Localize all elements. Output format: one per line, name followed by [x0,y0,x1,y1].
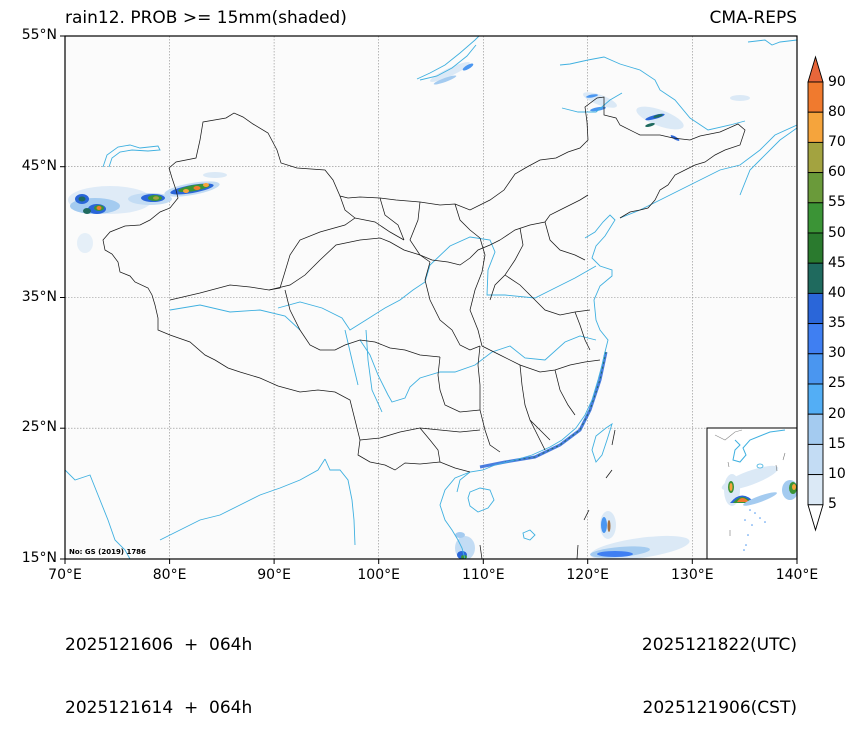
init-time-cst: 2025121614 + 064h [65,698,253,718]
axis-ticks [60,35,798,564]
colorbar-label-40: 40 [828,285,846,301]
valid-time-utc: 2025121822(UTC) [641,635,797,655]
xtick-80e: 80°E [152,567,187,583]
xtick-100e: 100°E [357,567,400,583]
xtick-90e: 90°E [257,567,291,583]
colorbar-label-20: 20 [828,406,846,422]
colorbar-label-80: 80 [828,104,846,120]
ytick-15n: 15°N [21,550,57,566]
colorbar-label-10: 10 [828,466,846,482]
colorbar-label-30: 30 [828,345,846,361]
xtick-120e: 120°E [566,567,609,583]
ytick-25n: 25°N [21,419,57,435]
colorbar [807,55,824,532]
init-time-utc: 2025121606 + 064h [65,635,253,655]
map-canvas [60,35,824,564]
colorbar-label-35: 35 [828,315,846,331]
ytick-35n: 35°N [21,289,57,305]
xtick-110e: 110°E [462,567,505,583]
borders [102,96,746,559]
model-name: CMA-REPS [709,8,797,28]
ytick-55n: 55°N [21,27,57,43]
chart-title: rain12. PROB >= 15mm(shaded) [65,8,347,28]
coastlines-rivers [65,36,797,559]
inset-content [714,429,797,551]
colorbar-label-45: 45 [828,255,846,271]
colorbar-label-90: 90 [828,74,846,90]
ytick-45n: 45°N [21,158,57,174]
precip-shading [68,62,750,559]
valid-time-cst: 2025121906(CST) [642,698,797,718]
colorbar-label-70: 70 [828,134,846,150]
colorbar-label-60: 60 [828,164,846,180]
colorbar-label-5: 5 [828,496,837,512]
valid-time-block: 2025121822(UTC) 2025121906(CST) [642,593,797,740]
colorbar-label-25: 25 [828,375,846,391]
xtick-70e: 70°E [48,567,82,583]
init-time-block: 2025121606 + 064h 2025121614 + 064h [65,593,252,740]
south-china-sea-inset [706,427,798,560]
colorbar-label-15: 15 [828,436,846,452]
xtick-140e: 140°E [775,567,819,583]
gridlines [65,36,797,559]
colorbar-label-55: 55 [828,194,846,210]
xtick-130e: 130°E [671,567,714,583]
colorbar-label-50: 50 [828,225,846,241]
map-approval-number: No: GS (2019) 1786 [69,548,146,556]
